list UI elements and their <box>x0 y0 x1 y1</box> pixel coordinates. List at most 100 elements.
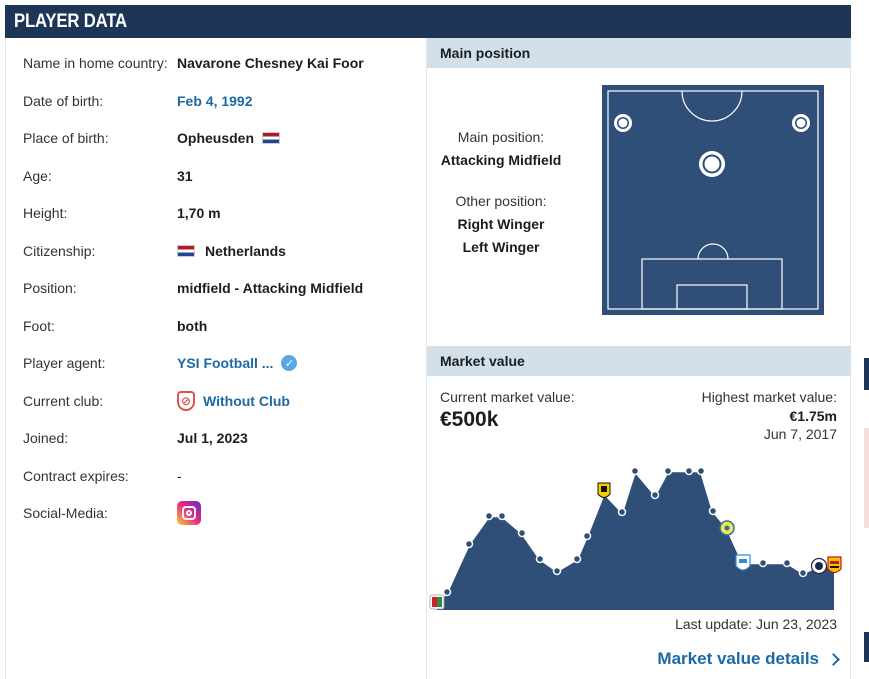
row-dob: Date of birth: Feb 4, 1992 <box>23 90 253 112</box>
chart-point <box>535 554 545 564</box>
club-crest-markers <box>429 482 842 610</box>
union-crest-icon <box>719 520 735 536</box>
without-club-crest-icon[interactable]: ⊘ <box>177 391 195 411</box>
chart-point <box>758 558 768 568</box>
chart-point <box>630 466 640 476</box>
highest-market-value-label: Highest market value: <box>701 389 837 405</box>
last-update-text: Last update: Jun 23, 2023 <box>675 616 837 632</box>
row-value: - <box>177 468 182 484</box>
row-label: Age: <box>23 168 52 184</box>
chart-point <box>464 539 474 549</box>
row-value: 31 <box>177 168 193 184</box>
page-title: PLAYER DATA <box>14 10 127 32</box>
chart-point <box>617 507 627 517</box>
row-label: Name in home country: <box>23 55 168 71</box>
chart-point <box>552 566 562 576</box>
main-position-value: Attacking Midfield <box>440 152 562 168</box>
highest-market-value: €1.75m <box>789 408 837 424</box>
other-position-value: Right Winger <box>457 216 545 232</box>
chart-points <box>442 466 808 597</box>
row-label: Social-Media: <box>23 505 108 521</box>
row-foot: Foot: both <box>23 315 207 337</box>
row-value: midfield - Attacking Midfield <box>177 280 364 296</box>
date-of-birth-link[interactable]: Feb 4, 1992 <box>177 93 253 109</box>
row-joined: Joined: Jul 1, 2023 <box>23 427 248 449</box>
netherlands-flag-icon <box>262 132 281 144</box>
player-data-panel: Name in home country: Navarone Chesney K… <box>5 38 427 679</box>
market-value-details-link[interactable]: Market value details <box>657 649 840 669</box>
row-position: Position: midfield - Attacking Midfield <box>23 277 363 299</box>
chart-point <box>663 466 673 476</box>
current-market-value: €500k <box>440 408 499 431</box>
row-current-club: Current club: ⊘ Without Club <box>23 390 290 412</box>
other-position-value: Left Winger <box>462 239 540 255</box>
market-value-details-label: Market value details <box>657 649 819 668</box>
row-value-wrap: ⊘ Without Club <box>177 391 290 411</box>
row-label: Contract expires: <box>23 468 129 484</box>
goal-area <box>676 284 748 310</box>
edge-bar <box>864 632 869 662</box>
market-value-chart[interactable] <box>427 456 851 616</box>
row-value-wrap: Opheusden <box>177 130 281 146</box>
right-winger-marker <box>792 114 810 132</box>
chart-point <box>708 506 718 516</box>
go-ahead-crest-icon <box>827 556 842 574</box>
attacking-midfield-marker <box>699 151 725 177</box>
row-place-of-birth: Place of birth: Opheusden <box>23 127 281 149</box>
chevron-right-icon <box>827 652 840 666</box>
row-label: Citizenship: <box>23 243 96 259</box>
row-height: Height: 1,70 m <box>23 202 221 224</box>
row-value-wrap: Netherlands <box>177 243 286 259</box>
row-label: Current club: <box>23 393 104 409</box>
chart-point <box>782 558 792 568</box>
pitch-diagram <box>602 85 824 315</box>
highest-market-value-date: Jun 7, 2017 <box>763 426 837 442</box>
row-citizenship: Citizenship: Netherlands <box>23 240 286 262</box>
player-agent-link[interactable]: YSI Football ... <box>177 355 274 371</box>
chart-point <box>442 587 452 597</box>
instagram-icon[interactable] <box>177 501 201 525</box>
chart-point <box>696 466 706 476</box>
row-value: 1,70 m <box>177 205 221 221</box>
row-value-wrap: YSI Football ... ✓ <box>177 355 298 371</box>
row-contract-expires: Contract expires: - <box>23 465 182 487</box>
current-club-link[interactable]: Without Club <box>203 393 290 409</box>
row-label: Foot: <box>23 318 55 334</box>
row-value: Opheusden <box>177 130 255 146</box>
chart-point <box>650 490 660 500</box>
chart-area <box>437 471 834 610</box>
other-position-block: Other position: Right Winger Left Winger <box>427 190 575 259</box>
chart-point <box>684 466 694 476</box>
position-market-panel: Main position Main position: Attacking M… <box>427 38 851 679</box>
chart-point <box>582 531 592 541</box>
current-market-value-label: Current market value: <box>440 389 575 405</box>
row-label: Player agent: <box>23 355 106 371</box>
market-value-heading: Market value <box>427 346 851 376</box>
row-label: Joined: <box>23 430 69 446</box>
chart-point <box>497 511 507 521</box>
edge-highlight <box>864 428 869 528</box>
row-age: Age: 31 <box>23 165 193 187</box>
penalty-arc <box>697 243 729 260</box>
player-data-header: PLAYER DATA <box>5 5 851 38</box>
row-social-media: Social-Media: <box>23 501 201 525</box>
pitch-background <box>602 85 824 315</box>
vitesse-crest-icon <box>597 482 611 498</box>
club-crest-light-icon <box>735 554 751 571</box>
row-label: Date of birth: <box>23 93 104 109</box>
row-value: Netherlands <box>205 243 286 259</box>
other-position-label: Other position: <box>455 193 547 209</box>
nec-crest-icon <box>429 594 445 610</box>
main-position-heading: Main position <box>427 38 851 68</box>
main-position-label: Main position: <box>457 129 545 145</box>
row-name: Name in home country: Navarone Chesney K… <box>23 52 364 74</box>
netherlands-flag-icon <box>177 245 195 257</box>
chart-point <box>484 511 494 521</box>
verified-check-icon: ✓ <box>281 355 298 371</box>
chart-point <box>517 528 527 538</box>
edge-bar <box>864 358 869 390</box>
left-winger-marker <box>614 114 632 132</box>
row-value: Jul 1, 2023 <box>177 430 248 446</box>
center-circle <box>681 90 743 122</box>
row-label: Place of birth: <box>23 130 109 146</box>
